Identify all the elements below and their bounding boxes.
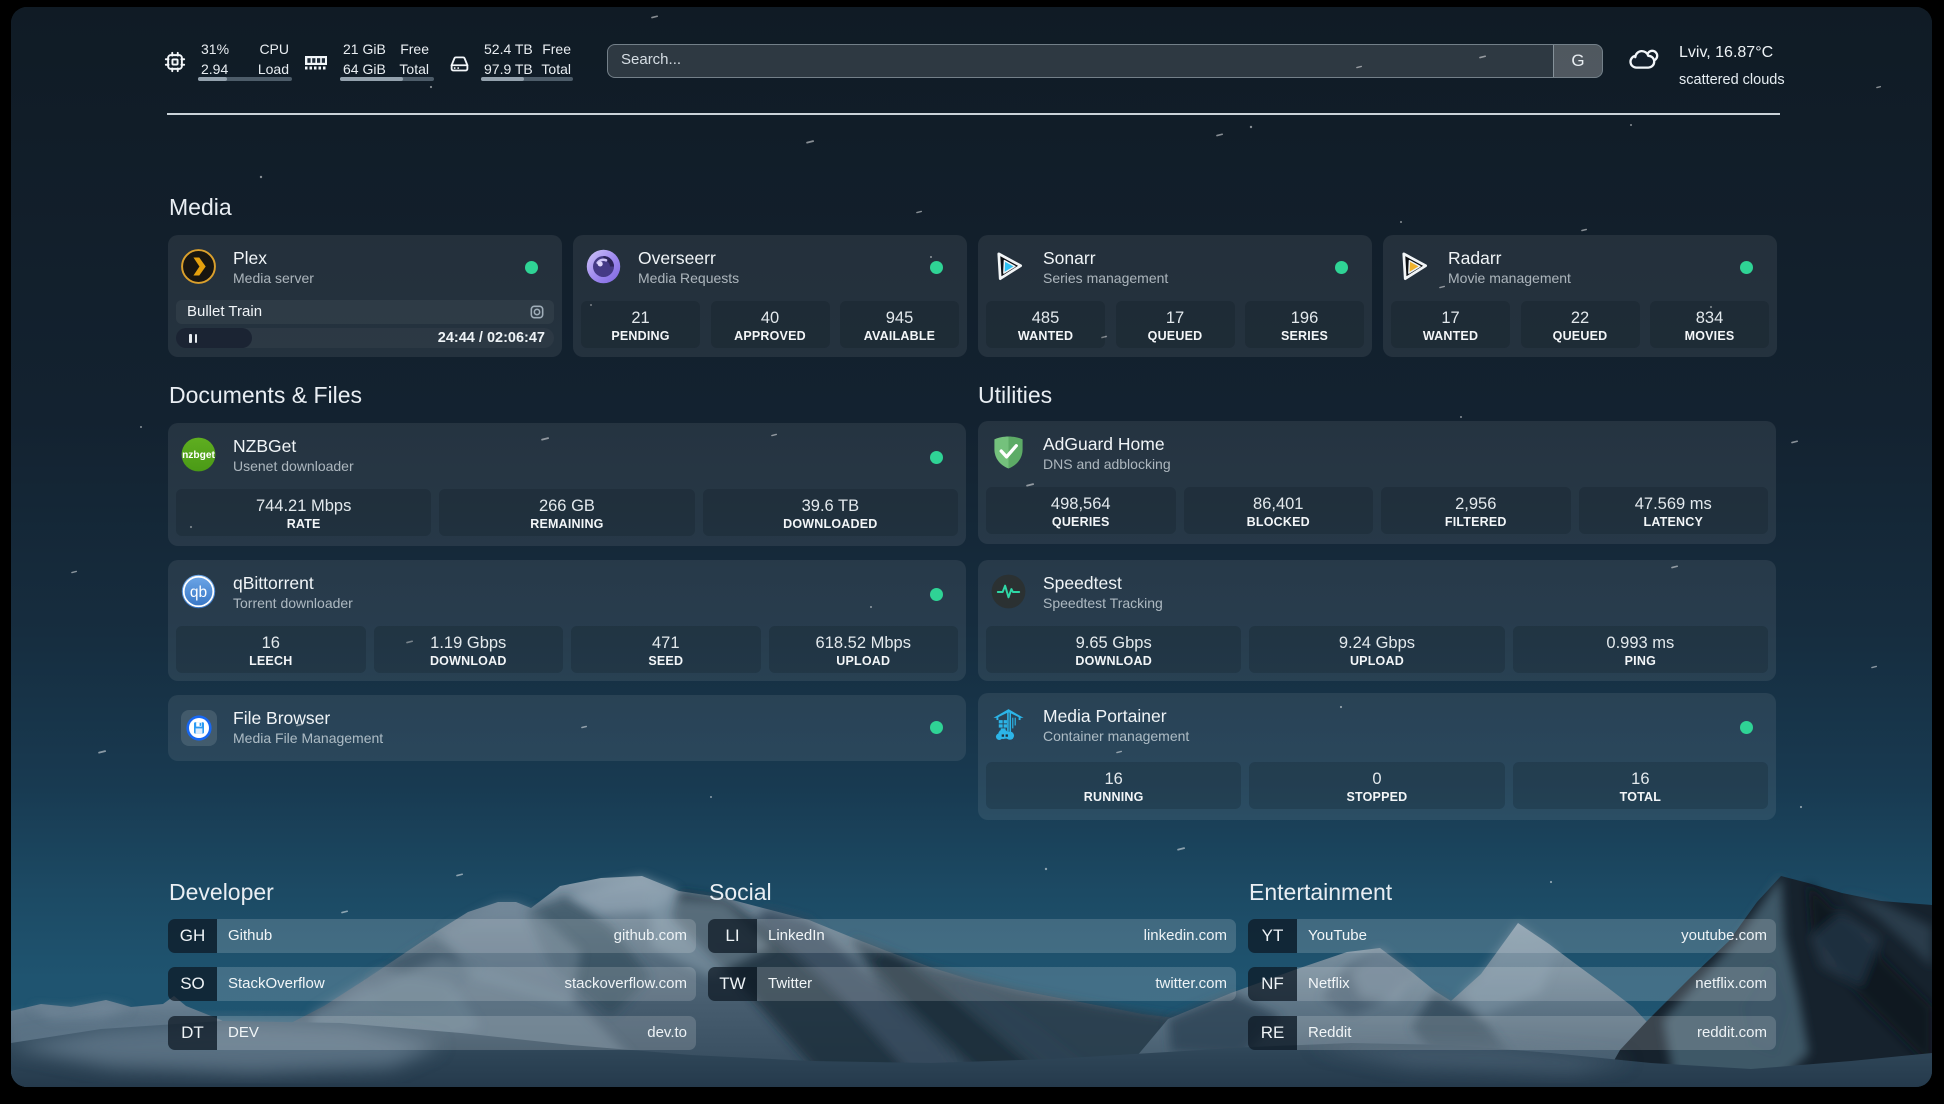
svg-text:qb: qb	[190, 584, 207, 601]
svg-text:nzbget: nzbget	[182, 450, 215, 461]
